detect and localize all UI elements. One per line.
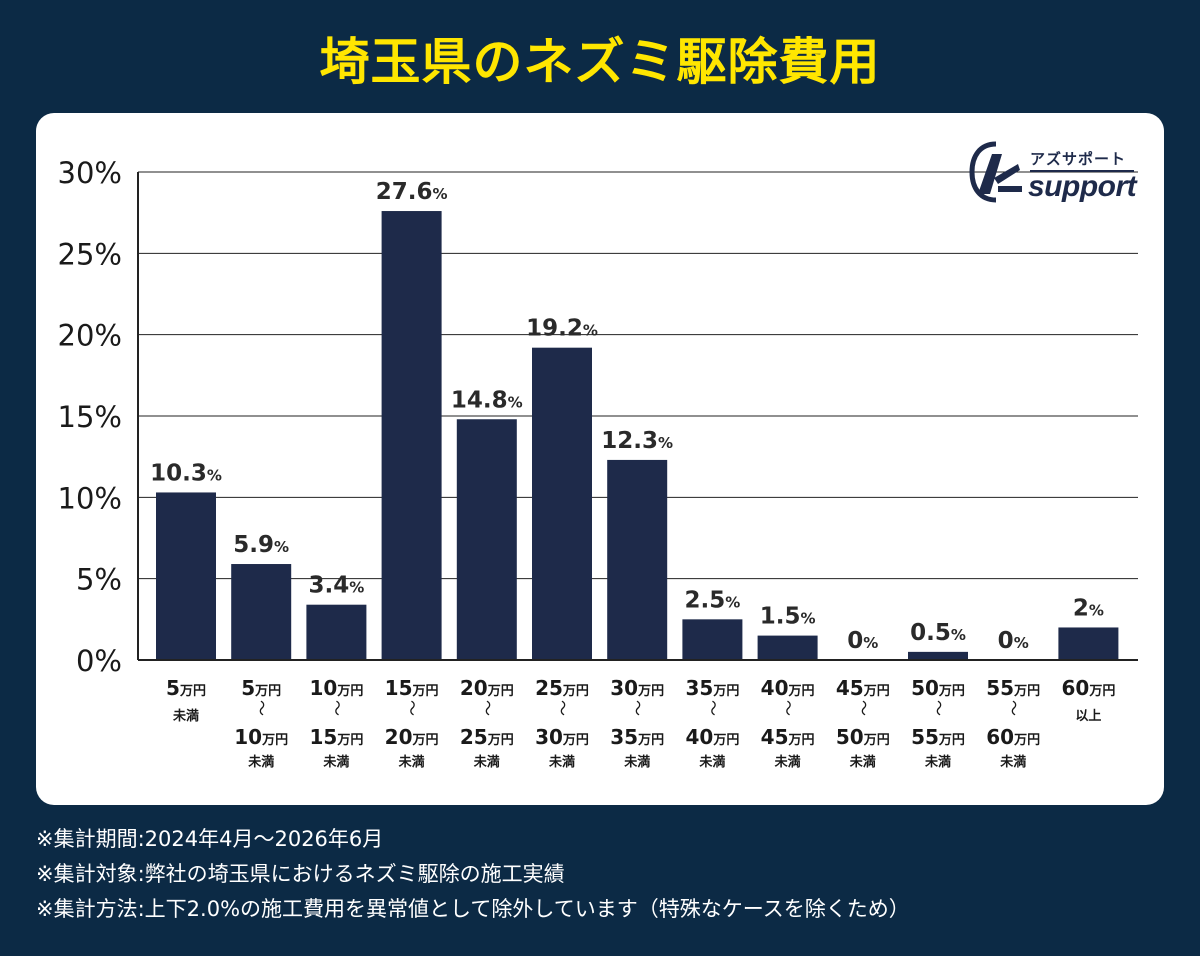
note-period: ※集計期間:2024年4月～2026年6月	[36, 827, 384, 851]
x-tick-label: 55万円	[986, 676, 1040, 700]
x-tick-label: 5万円	[166, 676, 206, 700]
bar	[381, 211, 442, 661]
data-label: 1.5%	[760, 604, 816, 630]
x-tick-label: 未満	[548, 754, 575, 770]
x-tick-label: 45万円	[761, 725, 815, 749]
x-tick-label: 25万円	[535, 676, 589, 700]
chart-title: 埼玉県のネズミ駆除費用	[319, 33, 881, 91]
data-label: 5.9%	[233, 532, 289, 558]
bar	[1058, 627, 1119, 660]
note-method: ※集計方法:上下2.0%の施工費用を異常値として除外しています（特殊なケースを除…	[36, 897, 910, 921]
bar	[532, 347, 592, 660]
note-target: ※集計対象:弊社の埼玉県におけるネズミ駆除の施工実績	[36, 862, 565, 886]
x-tick-label: 40万円	[685, 725, 739, 749]
x-tick-label: 55万円	[911, 725, 965, 749]
y-tick-label: 10%	[58, 481, 122, 515]
x-tick-label: 15万円	[309, 725, 363, 749]
logo-english-text: support	[1028, 170, 1137, 203]
x-tick-label: 未満	[322, 754, 349, 770]
x-tick-separator: ～	[628, 700, 647, 716]
bar	[908, 651, 968, 660]
x-tick-label: 未満	[999, 754, 1026, 770]
y-tick-label: 20%	[58, 319, 122, 353]
x-tick-separator: ～	[779, 700, 798, 716]
x-tick-label: 未満	[698, 754, 725, 770]
x-tick-label: 未満	[849, 754, 876, 770]
x-tick-label: 60万円	[1061, 676, 1115, 700]
data-label: 3.4%	[309, 573, 365, 599]
x-tick-separator: ～	[327, 700, 346, 716]
x-tick-separator: ～	[252, 700, 271, 716]
logo-divider	[1030, 170, 1134, 172]
x-tick-label: 20万円	[460, 676, 514, 700]
x-tick-label: 未満	[623, 754, 650, 770]
x-tick-separator: ～	[478, 700, 497, 716]
x-tick-label: 未満	[473, 754, 500, 770]
bar	[682, 619, 743, 660]
x-tick-label: 以上	[1075, 709, 1101, 724]
x-tick-label: 未満	[774, 754, 801, 770]
chart-card	[36, 113, 1164, 805]
data-label: 2.5%	[685, 587, 741, 613]
y-tick-label: 30%	[58, 156, 122, 190]
data-label: 10.3%	[150, 460, 222, 486]
logo-japanese-text: アズサポート	[1030, 150, 1127, 168]
x-tick-separator: ～	[553, 700, 572, 716]
x-tick-separator: ～	[854, 700, 873, 716]
bar	[456, 419, 517, 660]
bar	[231, 564, 292, 660]
bar	[757, 635, 818, 660]
x-tick-label: 10万円	[234, 725, 288, 749]
x-tick-label: 未満	[247, 754, 274, 770]
bar	[156, 492, 216, 660]
bar	[607, 459, 668, 660]
x-tick-label: 未満	[172, 708, 199, 724]
data-label: 2%	[1073, 595, 1104, 621]
x-tick-label: 25万円	[460, 725, 514, 749]
x-tick-label: 50万円	[911, 676, 965, 700]
x-tick-label: 60万円	[986, 725, 1040, 749]
x-tick-label: 10万円	[309, 676, 363, 700]
x-tick-label: 35万円	[685, 676, 739, 700]
x-tick-separator: ～	[1004, 700, 1023, 716]
data-label: 27.6%	[376, 179, 448, 205]
x-tick-label: 30万円	[535, 725, 589, 749]
data-label: 0%	[847, 628, 878, 654]
x-tick-separator: ～	[929, 700, 948, 716]
x-tick-label: 45万円	[836, 676, 890, 700]
az-logo-icon	[969, 141, 1022, 203]
x-tick-label: 30万円	[610, 676, 664, 700]
x-tick-label: 50万円	[836, 725, 890, 749]
x-tick-label: 40万円	[761, 676, 815, 700]
brand-logo: アズサポート support	[968, 140, 1140, 206]
x-tick-label: 未満	[398, 754, 425, 770]
data-label: 19.2%	[526, 316, 598, 342]
data-label: 12.3%	[601, 428, 673, 454]
data-label: 0%	[998, 628, 1029, 654]
x-tick-label: 35万円	[610, 725, 664, 749]
data-label: 0.5%	[910, 620, 966, 646]
x-tick-label: 5万円	[241, 676, 281, 700]
y-tick-label: 15%	[58, 400, 122, 434]
x-tick-separator: ～	[703, 700, 722, 716]
x-tick-label: 20万円	[385, 725, 439, 749]
x-tick-separator: ～	[403, 700, 422, 716]
y-tick-label: 25%	[58, 237, 122, 271]
y-tick-label: 0%	[76, 644, 122, 678]
x-tick-label: 未満	[924, 754, 951, 770]
bar	[306, 604, 367, 660]
x-tick-label: 15万円	[385, 676, 439, 700]
data-label: 14.8%	[451, 387, 523, 413]
footnotes: ※集計期間:2024年4月～2026年6月 ※集計対象:弊社の埼玉県におけるネズ…	[36, 822, 910, 927]
y-tick-label: 5%	[76, 563, 122, 597]
